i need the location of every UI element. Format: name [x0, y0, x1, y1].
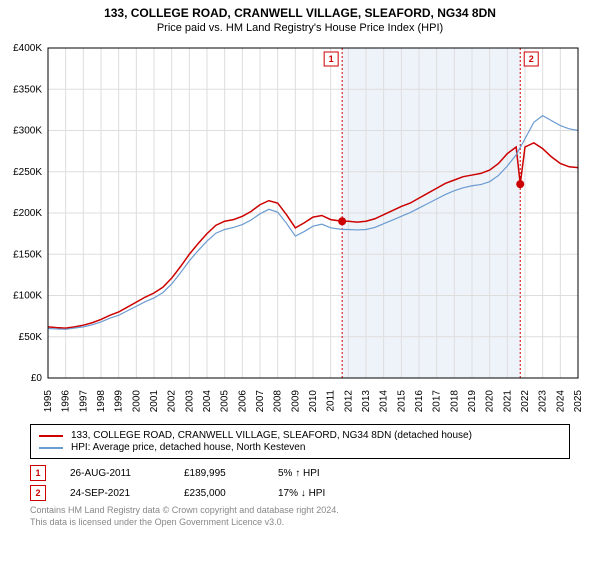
chart-subtitle: Price paid vs. HM Land Registry's House …	[0, 22, 600, 34]
license-text: Contains HM Land Registry data © Crown c…	[30, 505, 570, 528]
y-tick-label: £400K	[13, 43, 42, 54]
x-tick-label: 1995	[43, 390, 54, 413]
x-tick-label: 2003	[184, 390, 195, 413]
legend-item: HPI: Average price, detached house, Nort…	[39, 442, 561, 453]
x-tick-label: 1998	[96, 390, 107, 413]
license-line-2: This data is licensed under the Open Gov…	[30, 517, 570, 529]
event-price: £189,995	[184, 468, 254, 479]
x-tick-label: 2014	[379, 390, 390, 413]
y-tick-label: £200K	[13, 208, 42, 219]
legend: 133, COLLEGE ROAD, CRANWELL VILLAGE, SLE…	[30, 424, 570, 459]
event-row: 1 26-AUG-2011 £189,995 5% ↑ HPI	[30, 465, 570, 481]
legend-swatch	[39, 435, 63, 437]
legend-label: 133, COLLEGE ROAD, CRANWELL VILLAGE, SLE…	[71, 430, 472, 441]
x-tick-label: 2007	[255, 390, 266, 413]
x-tick-label: 2025	[573, 390, 584, 413]
x-tick-label: 2021	[502, 390, 513, 413]
chart-area: £0 £50K £100K £150K £200K £250K £300K £350K £400…	[0, 38, 600, 418]
x-tick-label: 2015	[396, 390, 407, 413]
y-tick-label: £350K	[13, 84, 42, 95]
x-tick-label: 2001	[149, 390, 160, 413]
legend-item: 133, COLLEGE ROAD, CRANWELL VILLAGE, SLE…	[39, 430, 561, 441]
x-tick-label: 2022	[520, 390, 531, 413]
x-tick-label: 2004	[202, 390, 213, 413]
y-tick-label: £250K	[13, 167, 42, 178]
x-tick-label: 2017	[432, 390, 443, 413]
event-marker: 1	[30, 465, 46, 481]
legend-swatch	[39, 447, 63, 449]
x-tick-label: 2023	[538, 390, 549, 413]
x-tick-label: 2009	[290, 390, 301, 413]
x-tick-label: 2005	[220, 390, 231, 413]
y-tick-label: £150K	[13, 249, 42, 260]
x-tick-label: 2011	[326, 390, 337, 412]
events-table: 1 26-AUG-2011 £189,995 5% ↑ HPI 2 24-SEP-2021…	[30, 465, 570, 501]
x-tick-label: 2000	[131, 390, 142, 413]
x-tick-label: 1996	[61, 390, 72, 413]
event-row: 2 24-SEP-2021 £235,000 17% ↓ HPI	[30, 485, 570, 501]
event-hpi: 5% ↑ HPI	[278, 468, 358, 479]
y-tick-label: £0	[31, 373, 43, 384]
x-tick-label: 1999	[114, 390, 125, 413]
event-date: 24-SEP-2021	[70, 488, 160, 499]
x-tick-label: 2006	[237, 390, 248, 413]
event-dot	[338, 217, 346, 225]
x-tick-label: 2020	[485, 390, 496, 413]
chart-marker: 1	[329, 54, 334, 64]
event-hpi: 17% ↓ HPI	[278, 488, 358, 499]
event-date: 26-AUG-2011	[70, 468, 160, 479]
license-line-1: Contains HM Land Registry data © Crown c…	[30, 505, 570, 517]
x-tick-label: 2018	[449, 390, 460, 413]
chart-marker: 2	[529, 54, 534, 64]
x-tick-label: 2016	[414, 390, 425, 413]
x-tick-label: 2008	[273, 390, 284, 413]
x-tick-label: 2024	[555, 390, 566, 413]
event-dot	[516, 180, 524, 188]
x-tick-label: 2012	[343, 390, 354, 413]
y-tick-label: £100K	[13, 291, 42, 302]
y-tick-label: £300K	[13, 126, 42, 137]
chart-svg: £0 £50K £100K £150K £200K £250K £300K £350K £400…	[0, 38, 600, 418]
x-tick-label: 2002	[167, 390, 178, 413]
event-price: £235,000	[184, 488, 254, 499]
legend-label: HPI: Average price, detached house, Nort…	[71, 442, 305, 453]
x-tick-label: 1997	[78, 390, 89, 413]
event-marker: 2	[30, 485, 46, 501]
y-tick-label: £50K	[19, 332, 43, 343]
chart-title: 133, COLLEGE ROAD, CRANWELL VILLAGE, SLE…	[0, 6, 600, 20]
x-tick-label: 2010	[308, 390, 319, 413]
x-tick-label: 2019	[467, 390, 478, 413]
x-tick-label: 2013	[361, 390, 372, 413]
